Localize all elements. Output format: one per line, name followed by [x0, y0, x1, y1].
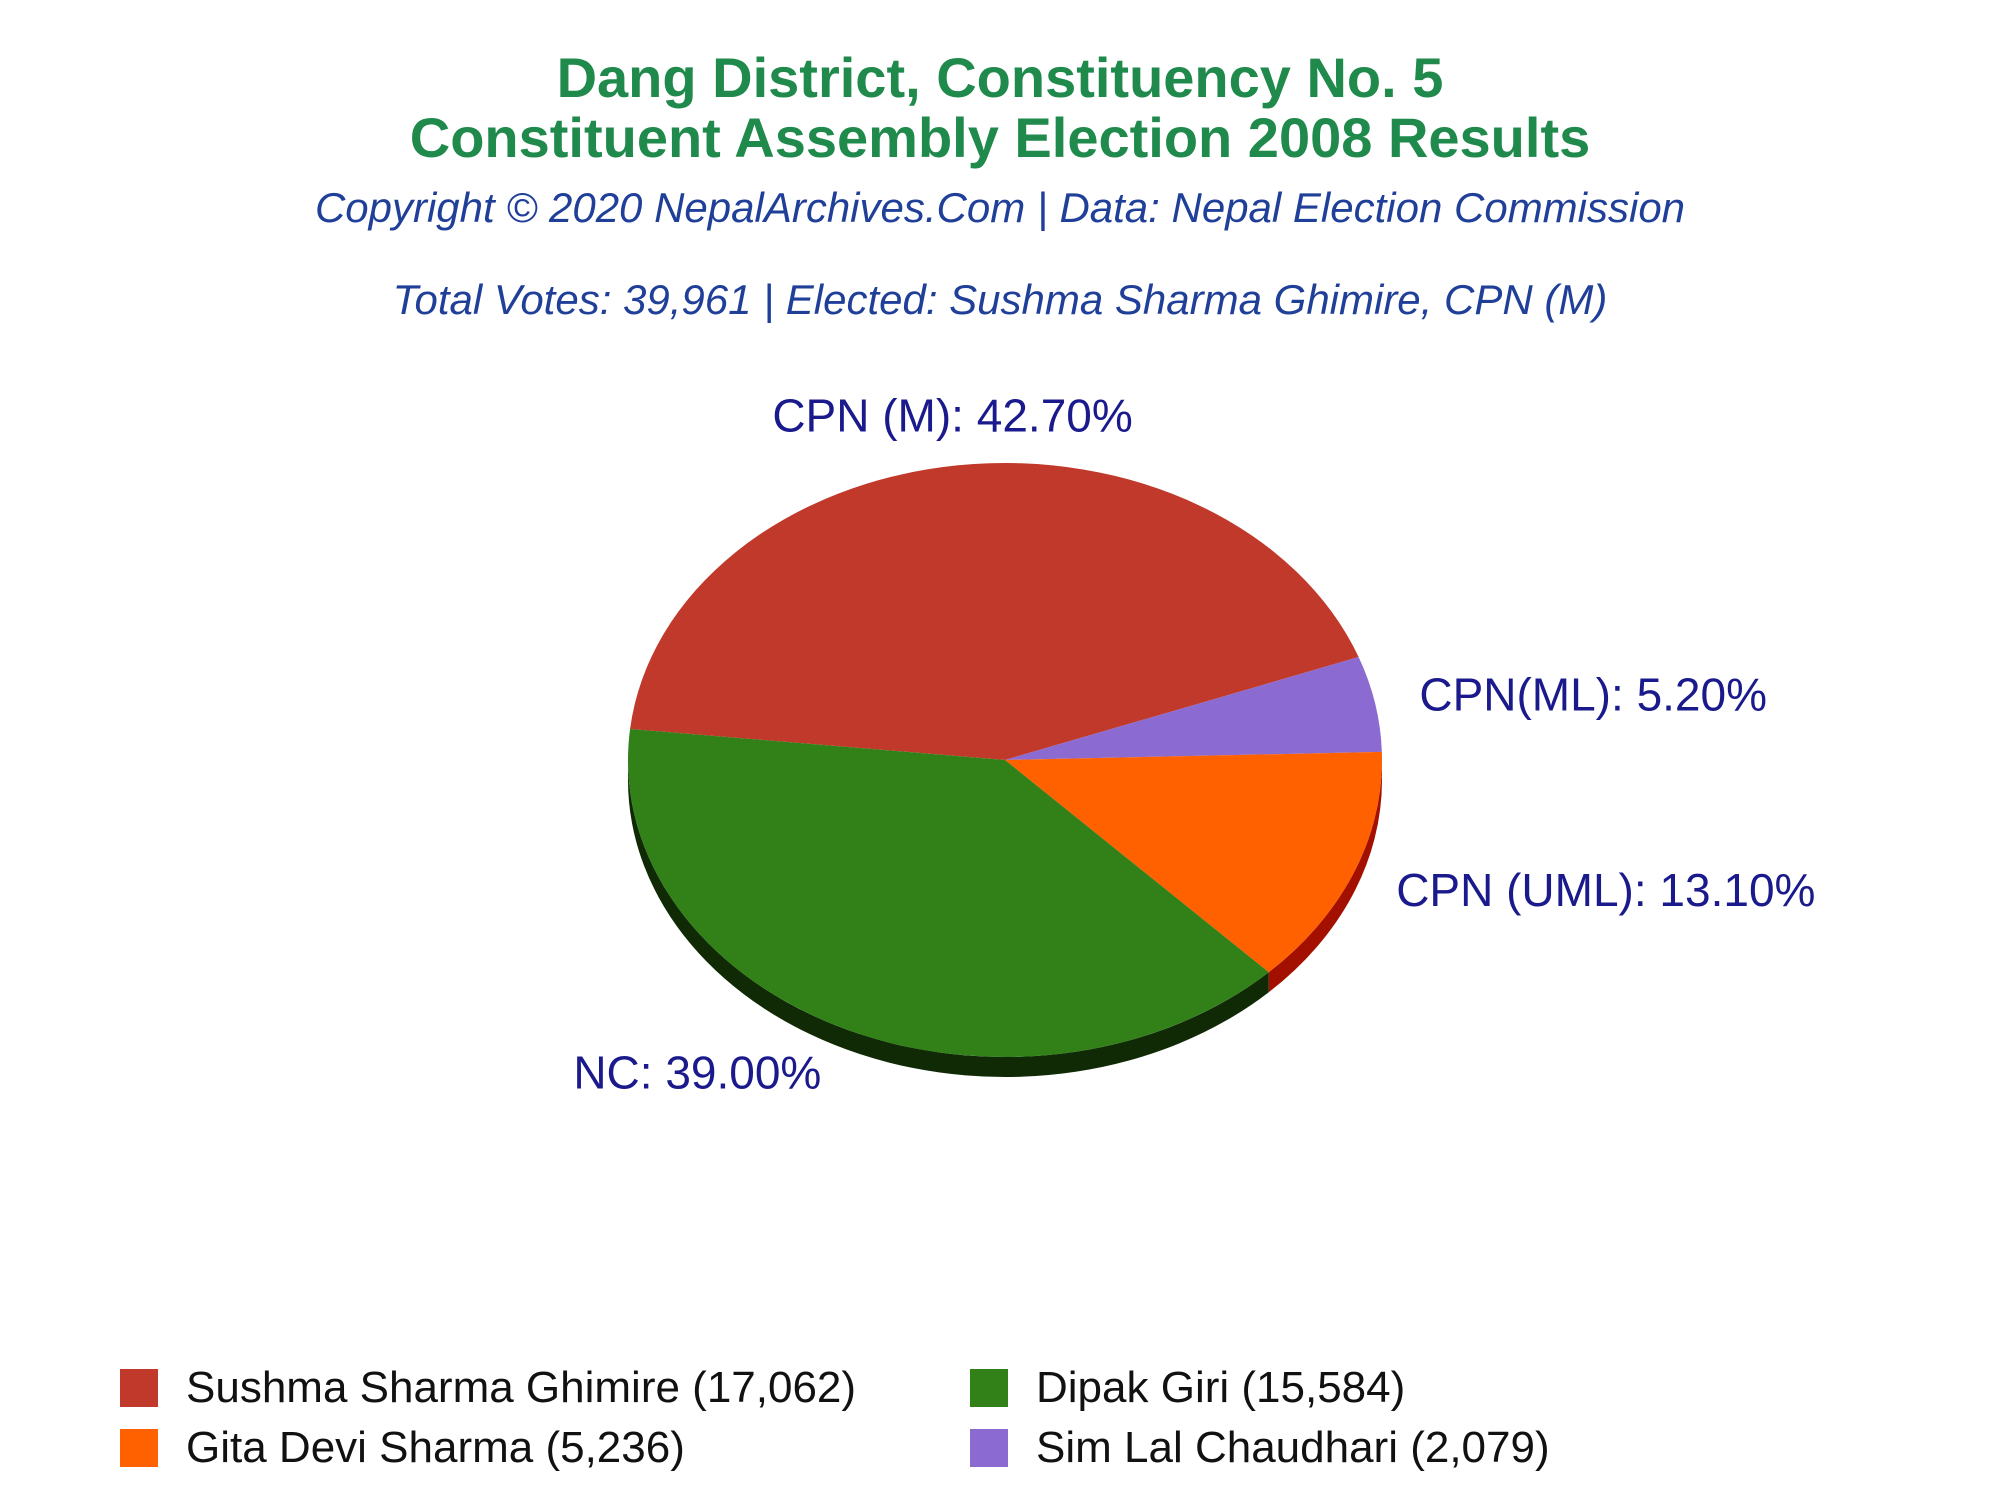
pie-slice-cpn-m-	[630, 463, 1359, 760]
slice-label-cpn-uml-: CPN (UML): 13.10%	[1396, 864, 1815, 916]
legend-item: Sim Lal Chaudhari (2,079)	[970, 1420, 1550, 1476]
legend-swatch	[970, 1429, 1008, 1467]
pie-slice-cpn-uml-	[1005, 751, 1382, 973]
pie-slice-nc	[628, 728, 1269, 1057]
pie-slice-cpn-ml-	[1005, 657, 1382, 760]
legend-label: Dipak Giri (15,584)	[1036, 1363, 1406, 1412]
legend-swatch	[120, 1369, 158, 1407]
pie-side-cpn-uml-	[1268, 760, 1382, 993]
pie-chart: CPN (M): 42.70% CPN(ML): 5.20% CPN (UML): …	[573, 390, 1815, 1099]
chart-title-line1: Dang District, Constituency No. 5	[556, 46, 1444, 109]
slice-label-cpn-ml-: CPN(ML): 5.20%	[1419, 668, 1767, 720]
slice-label-cpn-m-: CPN (M): 42.70%	[772, 390, 1132, 442]
chart-title-line2: Constituent Assembly Election 2008 Resul…	[409, 106, 1591, 169]
pie-sides	[627, 760, 1382, 1077]
slice-label-nc: NC: 39.00%	[573, 1046, 821, 1098]
summary-line: Total Votes: 39,961 | Elected: Sushma Sh…	[392, 276, 1608, 323]
legend-item: Dipak Giri (15,584)	[970, 1360, 1405, 1416]
legend-swatch	[970, 1369, 1008, 1407]
copyright-note: Copyright © 2020 NepalArchives.Com | Dat…	[314, 184, 1686, 231]
legend-label: Sim Lal Chaudhari (2,079)	[1036, 1423, 1550, 1472]
legend-swatch	[120, 1429, 158, 1467]
legend-label: Sushma Sharma Ghimire (17,062)	[186, 1363, 857, 1412]
legend-item: Gita Devi Sharma (5,236)	[120, 1420, 685, 1476]
legend-item: Sushma Sharma Ghimire (17,062)	[120, 1360, 856, 1416]
legend-label: Gita Devi Sharma (5,236)	[186, 1423, 685, 1472]
